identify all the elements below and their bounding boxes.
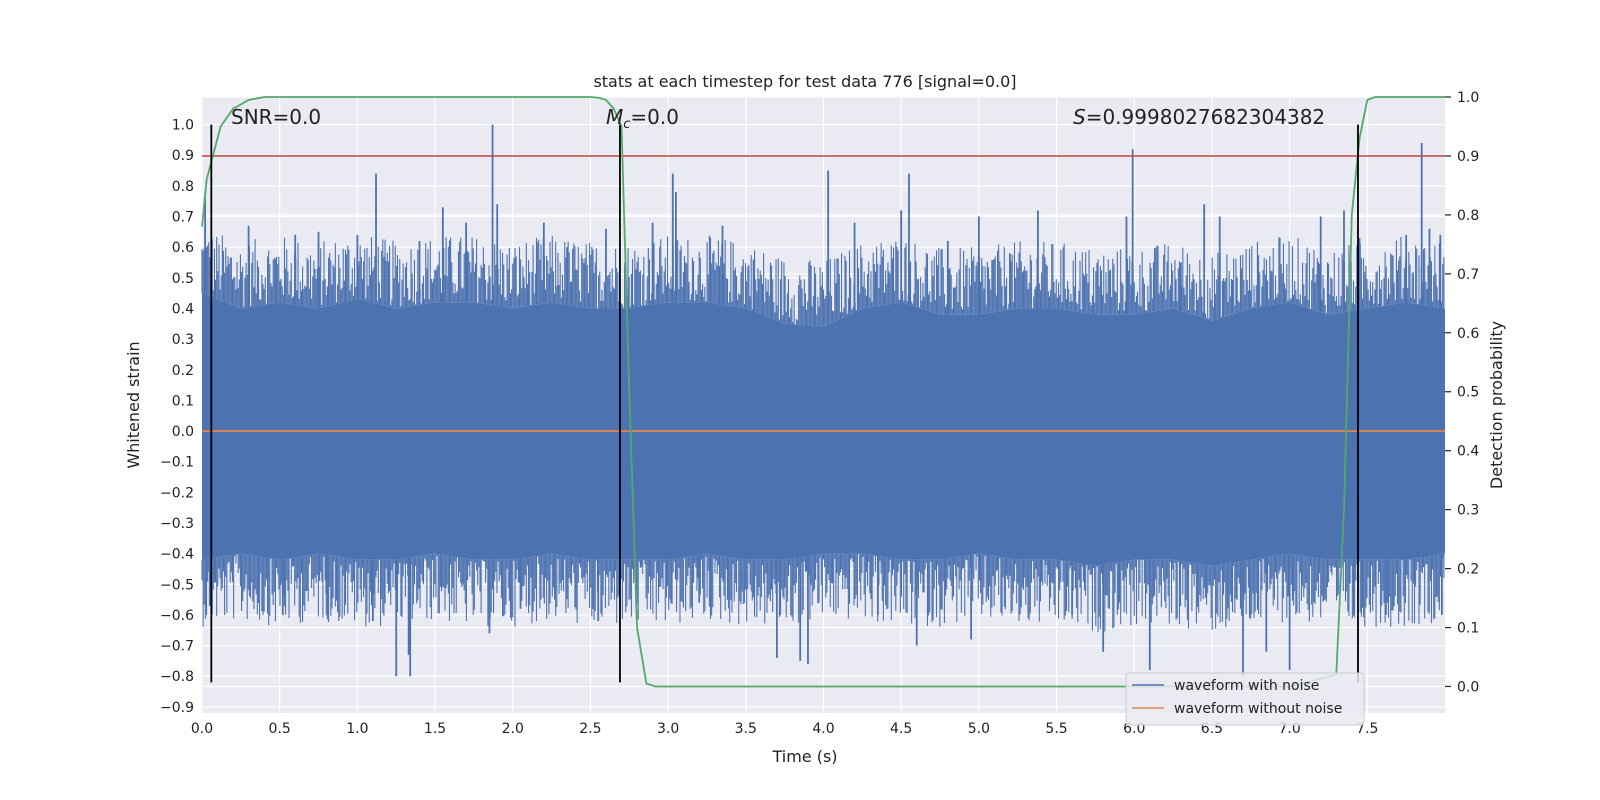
y-left-tick-label: −0.7	[160, 639, 194, 655]
x-tick-label: 0.5	[269, 721, 291, 737]
y-left-tick-label: 0.2	[172, 363, 194, 379]
y-right-tick-label: 0.2	[1457, 562, 1479, 578]
y-left-tick-label: −0.9	[160, 700, 194, 716]
y-left-tick-label: 0.5	[172, 271, 194, 287]
s-annotation: S=0.9998027682304382	[1073, 105, 1325, 129]
x-tick-label: 0.0	[191, 721, 213, 737]
snr-annotation: SNR=0.0	[231, 105, 321, 129]
noise-band	[202, 293, 1445, 566]
x-tick-label: 2.0	[502, 721, 524, 737]
x-axis-label: Time (s)	[771, 747, 837, 766]
series-waveform-with-noise	[201, 124, 1445, 677]
y-right-tick-label: 0.1	[1457, 621, 1479, 637]
x-tick-label: 3.5	[735, 721, 757, 737]
y-left-tick-label: −0.2	[160, 485, 194, 501]
probability-curve	[201, 96, 1445, 688]
legend-box	[1125, 672, 1365, 726]
y-left-tick-label: −0.3	[160, 516, 194, 532]
s-value: =0.9998027682304382	[1086, 105, 1325, 129]
legend-label-clean: waveform without noise	[1174, 701, 1342, 717]
x-tick-label: 5.5	[1045, 721, 1067, 737]
y-left-tick-label: 0.9	[172, 148, 194, 164]
chirp-mass-subscript: c	[623, 117, 630, 132]
legend: waveform with noise waveform without noi…	[1125, 672, 1365, 726]
s-symbol: S	[1073, 105, 1086, 129]
y-left-tick-label: 1.0	[172, 118, 194, 134]
y-left-tick-label: 0.0	[172, 424, 194, 440]
y-left-tick-label: 0.7	[172, 210, 194, 226]
x-tick-label: 5.0	[968, 721, 990, 737]
y-left-axis-label: Whitened strain	[124, 341, 143, 468]
y-left-tick-label: −0.5	[160, 577, 194, 593]
y-right-tick-label: 0.6	[1457, 326, 1479, 342]
legend-label-noise: waveform with noise	[1174, 678, 1319, 694]
x-tick-label: 1.5	[424, 721, 446, 737]
x-tick-label: 2.5	[579, 721, 601, 737]
y-left-tick-label: −0.1	[160, 455, 194, 471]
y-right-tick-label: 0.0	[1457, 679, 1479, 695]
y-left-tick-label: −0.6	[160, 608, 194, 624]
chart-title: stats at each timestep for test data 776…	[593, 72, 1016, 91]
x-tick-label: 4.5	[890, 721, 912, 737]
chirp-mass-symbol: M	[606, 105, 623, 129]
y-left-tick-label: −0.8	[160, 669, 194, 685]
y-left-tick-label: 0.6	[172, 240, 194, 256]
chirp-mass-value: =0.0	[630, 105, 679, 129]
series-detection-probability	[201, 96, 1445, 688]
y-right-axis-label: Detection probability	[1487, 321, 1506, 489]
y-right-tick-label: 0.4	[1457, 444, 1479, 460]
y-left-tick-label: 0.3	[172, 332, 194, 348]
x-tick-label: 1.0	[346, 721, 368, 737]
y-left-tick-label: 0.1	[172, 393, 194, 409]
y-right-axis-ticks: 0.0 0.1 0.2 0.3 0.4 0.5 0.6 0.7 0.8 0.9 1.0	[1445, 90, 1479, 695]
x-tick-label: 3.0	[657, 721, 679, 737]
y-right-tick-label: 0.3	[1457, 503, 1479, 519]
y-right-tick-label: 0.5	[1457, 385, 1479, 401]
y-left-axis-ticks: −0.9 −0.8 −0.7 −0.6 −0.5 −0.4 −0.3 −0.2 −0.1 0.0 0…	[160, 118, 194, 716]
y-right-tick-label: 1.0	[1457, 90, 1479, 106]
chirp-mass-annotation: Mc=0.0	[606, 105, 679, 132]
y-left-tick-label: 0.8	[172, 179, 194, 195]
y-right-tick-label: 0.7	[1457, 267, 1479, 283]
vertical-markers	[210, 124, 1359, 683]
y-left-tick-label: 0.4	[172, 301, 194, 317]
y-right-tick-label: 0.8	[1457, 208, 1479, 224]
y-right-tick-label: 0.9	[1457, 149, 1479, 165]
x-tick-label: 4.0	[812, 721, 834, 737]
y-left-tick-label: −0.4	[160, 547, 194, 563]
